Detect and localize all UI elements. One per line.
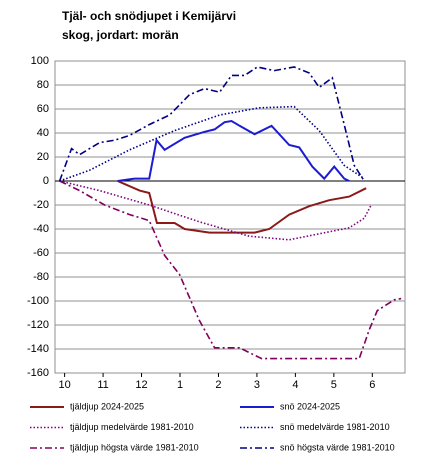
x-tick-label: 1 [177,379,183,391]
y-tick-label: 20 [37,151,49,163]
legend-label: snö 2024-2025 [280,401,340,411]
y-tick-label: -160 [27,367,49,379]
x-tick-label: 2 [215,379,221,391]
y-tick-label: -60 [33,247,49,259]
y-tick-label: 60 [37,103,49,115]
chart-title: Tjäl- och snödjupet i Kemijärvi [62,9,236,23]
series-line [59,105,365,182]
y-tick-label: -140 [27,343,49,355]
series-line [59,180,372,241]
plot-frame [54,60,406,374]
x-tick-label: 12 [135,379,147,391]
x-tick-label: 11 [97,379,108,391]
y-tick-label: -40 [33,223,49,235]
series-line [58,66,365,182]
x-tick-label: 10 [58,379,70,391]
legend-label: snö högsta värde 1981-2010 [280,442,395,452]
x-tick-label: 5 [331,379,337,391]
series-line [59,180,402,360]
legend-label: tjäldjup högsta värde 1981-2010 [70,442,199,452]
series-line [117,119,350,182]
y-tick-label: -20 [33,199,49,211]
legend-label: tjäldjup 2024-2025 [70,401,144,411]
legend-label: tjäldjup medelvärde 1981-2010 [70,422,194,432]
x-tick-label: 6 [369,379,375,391]
y-tick-label: 80 [37,79,49,91]
y-tick-label: 0 [43,175,49,187]
y-tick-label: -100 [27,295,49,307]
legend-label: snö medelvärde 1981-2010 [280,422,390,432]
x-tick-label: 3 [254,379,260,391]
chart-subtitle: skog, jordart: morän [62,28,179,42]
y-tick-label: -120 [27,319,49,331]
x-tick-label: 4 [292,379,298,391]
y-tick-label: 40 [37,127,49,139]
series-line [117,180,367,234]
y-tick-label: 100 [31,55,49,67]
y-tick-label: -80 [33,271,49,283]
